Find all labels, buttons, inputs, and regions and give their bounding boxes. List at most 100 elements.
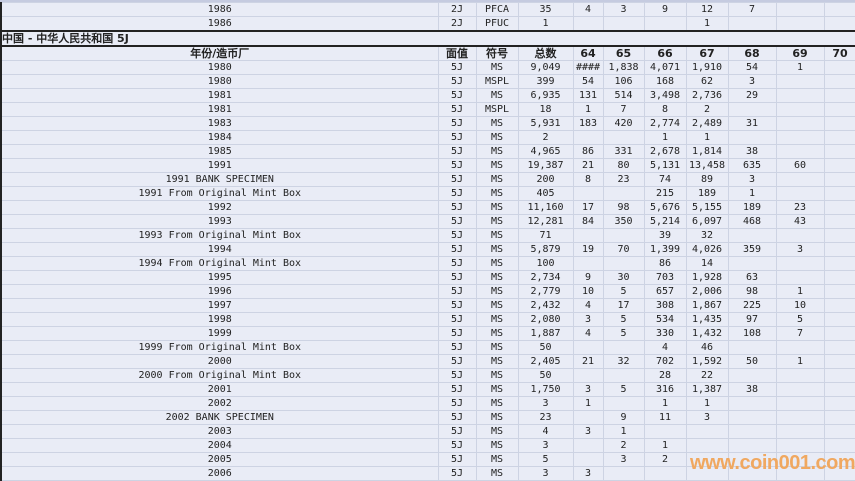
cell-grade-69[interactable]: 60 — [775, 158, 825, 173]
cell-grade-68[interactable]: 68 — [727, 45, 777, 61]
cell-total[interactable]: 19,387 — [517, 158, 574, 173]
cell-grade-65[interactable] — [602, 16, 645, 32]
cell-grade-67[interactable]: 46 — [685, 340, 729, 355]
cell-denomination[interactable]: 5J — [437, 452, 477, 467]
cell-grade-designation[interactable]: MS — [475, 200, 519, 215]
cell-grade-64[interactable] — [572, 410, 604, 425]
cell-denomination[interactable]: 5J — [437, 116, 477, 131]
cell-grade-67[interactable]: 1 — [685, 396, 729, 411]
cell-grade-69[interactable] — [775, 340, 825, 355]
cell-grade-65[interactable]: 3 — [602, 2, 645, 17]
cell-grade-64[interactable] — [572, 452, 604, 467]
cell-year-mint[interactable]: 1981 — [0, 102, 439, 117]
cell-grade-68[interactable]: 38 — [727, 382, 777, 397]
cell-grade-designation[interactable]: MS — [475, 214, 519, 229]
cell-grade-designation[interactable]: MS — [475, 172, 519, 187]
cell-grade-67[interactable]: 62 — [685, 74, 729, 89]
cell-grade-64[interactable]: 3 — [572, 382, 604, 397]
cell-grade-70[interactable] — [823, 354, 855, 369]
cell-grade-68[interactable] — [727, 424, 777, 439]
cell-grade-66[interactable]: 86 — [643, 256, 687, 271]
cell-denomination[interactable]: 5J — [437, 242, 477, 257]
cell-grade-64[interactable] — [572, 256, 604, 271]
cell-total[interactable]: 3 — [517, 396, 574, 411]
cell-grade-designation[interactable]: MS — [475, 438, 519, 453]
cell-grade-69[interactable] — [775, 144, 825, 159]
cell-grade-66[interactable]: 74 — [643, 172, 687, 187]
cell-denomination[interactable]: 面值 — [437, 45, 477, 61]
cell-year-mint[interactable]: 1998 — [0, 312, 439, 327]
cell-grade-66[interactable]: 2,678 — [643, 144, 687, 159]
cell-grade-67[interactable]: 1 — [685, 16, 729, 32]
cell-grade-69[interactable] — [775, 368, 825, 383]
cell-grade-66[interactable]: 66 — [643, 45, 687, 61]
cell-denomination[interactable]: 5J — [437, 438, 477, 453]
cell-grade-64[interactable]: 10 — [572, 284, 604, 299]
cell-denomination[interactable]: 5J — [437, 130, 477, 145]
cell-denomination[interactable]: 5J — [437, 382, 477, 397]
cell-grade-65[interactable]: 17 — [602, 298, 645, 313]
cell-year-mint[interactable]: 2000 — [0, 354, 439, 369]
cell-grade-68[interactable] — [727, 228, 777, 243]
cell-grade-65[interactable] — [602, 396, 645, 411]
cell-grade-68[interactable]: 359 — [727, 242, 777, 257]
cell-grade-64[interactable]: 19 — [572, 242, 604, 257]
cell-total[interactable]: 3 — [517, 466, 574, 481]
cell-grade-66[interactable]: 4 — [643, 340, 687, 355]
cell-denomination[interactable]: 5J — [437, 298, 477, 313]
cell-denomination[interactable]: 5J — [437, 214, 477, 229]
cell-year-mint[interactable]: 1993 — [0, 214, 439, 229]
cell-grade-66[interactable]: 316 — [643, 382, 687, 397]
cell-grade-69[interactable] — [775, 186, 825, 201]
cell-grade-64[interactable] — [572, 368, 604, 383]
cell-grade-69[interactable] — [775, 256, 825, 271]
cell-year-mint[interactable]: 1983 — [0, 116, 439, 131]
cell-grade-65[interactable]: 350 — [602, 214, 645, 229]
cell-grade-67[interactable]: 1,867 — [685, 298, 729, 313]
cell-denomination[interactable]: 5J — [437, 256, 477, 271]
cell-year-mint[interactable]: 2001 — [0, 382, 439, 397]
cell-grade-68[interactable]: 50 — [727, 354, 777, 369]
cell-grade-65[interactable] — [602, 130, 645, 145]
cell-grade-67[interactable]: 1,432 — [685, 326, 729, 341]
cell-grade-70[interactable] — [823, 60, 855, 75]
cell-grade-65[interactable] — [602, 340, 645, 355]
cell-grade-70[interactable] — [823, 172, 855, 187]
cell-grade-66[interactable]: 9 — [643, 2, 687, 17]
cell-grade-68[interactable]: 189 — [727, 200, 777, 215]
cell-denomination[interactable]: 5J — [437, 368, 477, 383]
cell-year-mint[interactable]: 1994 From Original Mint Box — [0, 256, 439, 271]
cell-grade-64[interactable]: 4 — [572, 2, 604, 17]
cell-grade-65[interactable]: 70 — [602, 242, 645, 257]
cell-grade-designation[interactable]: MS — [475, 312, 519, 327]
cell-total[interactable]: 1 — [517, 16, 574, 32]
cell-denomination[interactable]: 5J — [437, 326, 477, 341]
cell-total[interactable]: 11,160 — [517, 200, 574, 215]
cell-grade-67[interactable]: 2 — [685, 102, 729, 117]
cell-grade-70[interactable] — [823, 2, 855, 17]
cell-grade-66[interactable]: 5,676 — [643, 200, 687, 215]
cell-grade-70[interactable] — [823, 270, 855, 285]
cell-denomination[interactable]: 5J — [437, 60, 477, 75]
cell-grade-65[interactable]: 5 — [602, 312, 645, 327]
cell-grade-68[interactable]: 225 — [727, 298, 777, 313]
section-title[interactable]: 中国 - 中华人民共和国 5J — [0, 30, 855, 47]
cell-year-mint[interactable]: 2004 — [0, 438, 439, 453]
cell-grade-65[interactable]: 1,838 — [602, 60, 645, 75]
cell-grade-68[interactable] — [727, 16, 777, 32]
cell-grade-69[interactable]: 1 — [775, 60, 825, 75]
cell-grade-67[interactable]: 189 — [685, 186, 729, 201]
cell-grade-designation[interactable]: MS — [475, 396, 519, 411]
cell-grade-designation[interactable]: MS — [475, 340, 519, 355]
cell-denomination[interactable]: 2J — [437, 16, 477, 32]
cell-grade-64[interactable]: 3 — [572, 424, 604, 439]
cell-grade-65[interactable]: 5 — [602, 284, 645, 299]
cell-denomination[interactable]: 5J — [437, 270, 477, 285]
cell-grade-67[interactable]: 67 — [685, 45, 729, 61]
cell-denomination[interactable]: 5J — [437, 74, 477, 89]
cell-grade-65[interactable]: 7 — [602, 102, 645, 117]
cell-grade-66[interactable]: 5,214 — [643, 214, 687, 229]
cell-grade-designation[interactable]: MS — [475, 130, 519, 145]
cell-grade-68[interactable]: 3 — [727, 172, 777, 187]
cell-grade-67[interactable]: 3 — [685, 410, 729, 425]
